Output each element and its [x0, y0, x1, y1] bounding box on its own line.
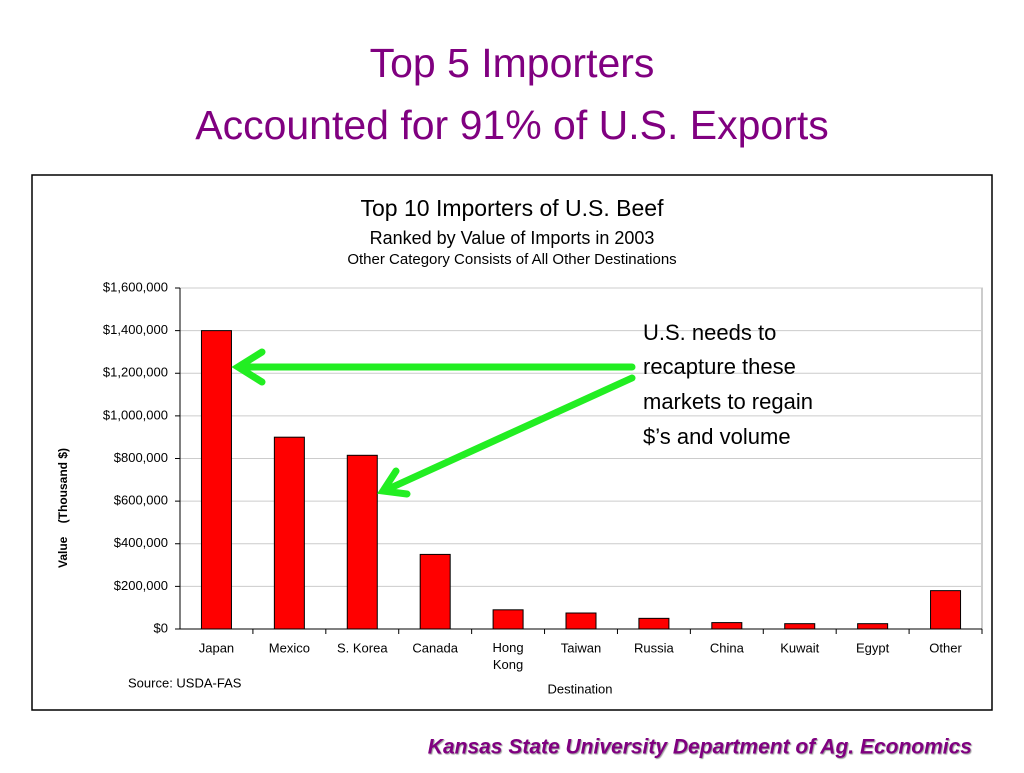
y-tick-label: $200,000 [114, 578, 168, 593]
bar [273, 436, 305, 630]
bar [711, 622, 743, 630]
x-tick-label: Japan [199, 640, 234, 655]
x-tick-label: Kuwait [780, 640, 819, 655]
bar [346, 454, 378, 630]
x-tick-label: China [710, 640, 745, 655]
bar [638, 617, 670, 630]
source-note: Source: USDA-FAS [128, 675, 242, 690]
arrow-head [231, 348, 266, 386]
bar [565, 612, 597, 630]
x-tick-label: Canada [412, 640, 458, 655]
y-tick-label: $1,000,000 [103, 407, 168, 422]
annotation-text: $’s and volume [643, 424, 791, 449]
chart-subtitle: Other Category Consists of All Other Des… [347, 251, 676, 268]
bar [419, 553, 451, 630]
annotation-text: markets to regain [643, 389, 813, 414]
x-tick-label: Taiwan [561, 640, 601, 655]
arrows [231, 348, 636, 498]
y-tick-label: $1,200,000 [103, 365, 168, 380]
arrow-head [377, 467, 411, 498]
bar [200, 330, 232, 630]
y-tick-label: $1,400,000 [103, 322, 168, 337]
chart-title: Top 10 Importers of U.S. Beef [361, 195, 665, 221]
bar [857, 623, 889, 630]
y-tick-label: $1,600,000 [103, 279, 168, 294]
y-tick-label: $800,000 [114, 450, 168, 465]
x-tick-label: Other [929, 640, 962, 655]
annotation: U.S. needs to recapture these markets to… [643, 320, 813, 449]
y-tick-label: $400,000 [114, 535, 168, 550]
slide-title: Top 5 Importers [370, 40, 655, 86]
slide-title: Accounted for 91% of U.S. Exports [195, 102, 829, 148]
x-tick-label: S. Korea [337, 640, 388, 655]
bar [492, 609, 524, 630]
y-tick-label: $0 [154, 620, 168, 635]
plot-area: $0 $200,000 $400,000 $600,000 $800,000 $1,000… [103, 279, 983, 672]
arrow [382, 374, 636, 494]
y-axis-label: Value (Thousand $) [56, 448, 70, 568]
chart-subtitle: Ranked by Value of Imports in 2003 [370, 228, 655, 248]
y-tick-label: $600,000 [114, 493, 168, 508]
x-tick-label: Mexico [269, 640, 310, 655]
bar [784, 623, 816, 630]
bar [930, 590, 962, 630]
annotation-text: U.S. needs to [643, 320, 776, 345]
x-tick-label: Egypt [856, 640, 890, 655]
footer: Kansas State University Department of Ag… [428, 736, 972, 759]
x-axis-label: Destination [547, 681, 612, 696]
x-tick-label: Hong Kong [493, 640, 524, 672]
annotation-text: recapture these [643, 354, 796, 379]
x-tick-label: Russia [634, 640, 675, 655]
